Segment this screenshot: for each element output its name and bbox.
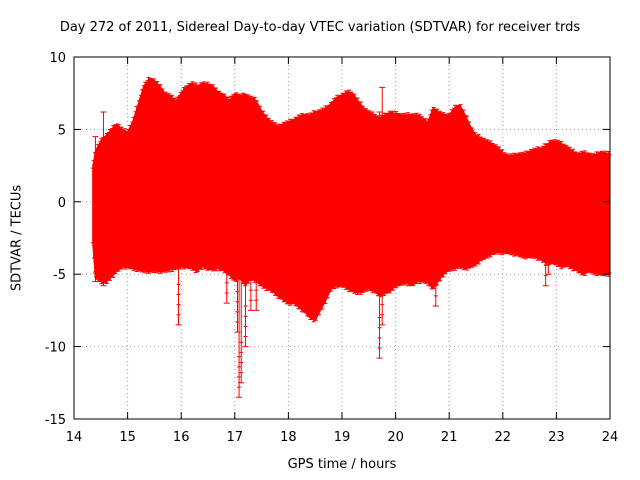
outlier-spike (379, 86, 386, 326)
y-tick-label: 10 (49, 51, 66, 66)
y-tick-label: 0 (58, 196, 66, 211)
x-tick-label: 16 (173, 430, 190, 445)
x-tick-label: 24 (602, 430, 619, 445)
outlier-spike (432, 108, 439, 307)
y-tick-label: -10 (45, 341, 66, 356)
axis-ticks: 14 15 16 17 18 19 20 21 22 23 24 -15 -10 -5 0 5 10 (45, 51, 619, 445)
outlier-spike (238, 97, 245, 384)
y-tick-label: 5 (58, 123, 66, 138)
x-tick-label: 22 (495, 430, 512, 445)
x-tick-label: 21 (441, 430, 458, 445)
outlier-spike (253, 114, 260, 311)
outlier-spike (242, 102, 249, 348)
outlier-spike (175, 107, 182, 326)
x-tick-label: 20 (387, 430, 404, 445)
chart-title: Day 272 of 2011, Sidereal Day-to-day VTE… (59, 20, 581, 35)
x-tick-label: 19 (334, 430, 351, 445)
outlier-spike (100, 111, 107, 287)
x-axis-label: GPS time / hours (287, 457, 397, 472)
x-tick-label: 14 (66, 430, 83, 445)
y-axis-label: SDTVAR / TECUs (9, 184, 25, 292)
outlier-spike (247, 107, 254, 311)
sdtvar-error-bars (90, 76, 612, 323)
outlier-spike (92, 136, 99, 282)
x-tick-label: 17 (227, 430, 244, 445)
x-tick-label: 15 (119, 430, 136, 445)
y-tick-label: -5 (53, 268, 66, 283)
x-tick-label: 23 (548, 430, 565, 445)
y-tick-label: -15 (45, 413, 66, 428)
outlier-spike (223, 97, 230, 304)
outlier-spike (545, 143, 552, 275)
outlier-spike (236, 99, 243, 398)
x-tick-label: 18 (280, 430, 297, 445)
outlier-spike (376, 111, 383, 359)
data-series (90, 76, 612, 398)
